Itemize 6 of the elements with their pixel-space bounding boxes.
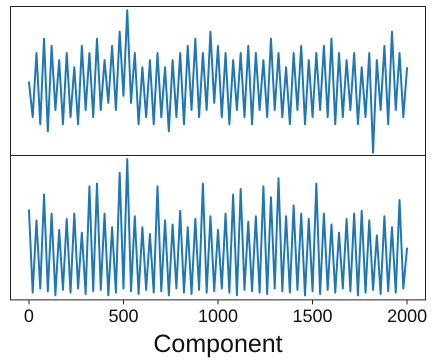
x-tick-label: 1000 [198,306,238,326]
x-tick-label: 500 [108,306,138,326]
x-tick-label: 2000 [387,306,428,326]
x-tick-label: 1500 [292,306,333,326]
x-axis-title: Component [153,330,283,358]
x-tick-label: 0 [24,306,34,326]
